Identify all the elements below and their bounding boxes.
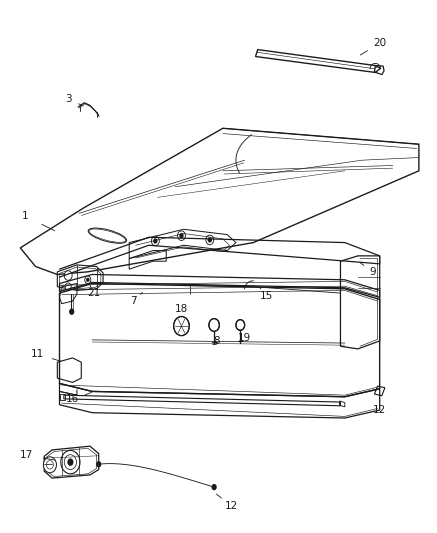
Text: 7: 7 <box>130 296 137 306</box>
Circle shape <box>69 309 74 315</box>
Circle shape <box>96 461 101 467</box>
Circle shape <box>173 317 189 336</box>
Circle shape <box>86 278 90 282</box>
Circle shape <box>67 458 73 466</box>
Circle shape <box>206 235 214 245</box>
Circle shape <box>151 236 159 246</box>
Text: 12: 12 <box>225 500 238 511</box>
Circle shape <box>177 231 185 240</box>
Text: 8: 8 <box>213 336 220 346</box>
Circle shape <box>64 271 72 280</box>
Circle shape <box>46 461 53 469</box>
Circle shape <box>65 283 71 290</box>
Text: 19: 19 <box>238 333 251 343</box>
Text: 17: 17 <box>20 450 34 460</box>
Circle shape <box>209 319 219 332</box>
Text: 1: 1 <box>21 211 28 221</box>
Circle shape <box>208 237 212 243</box>
Text: 12: 12 <box>373 405 386 415</box>
Circle shape <box>43 457 56 473</box>
Text: 18: 18 <box>175 304 188 314</box>
Circle shape <box>153 238 157 244</box>
Text: 3: 3 <box>65 94 72 104</box>
Text: 21: 21 <box>88 288 101 298</box>
Text: 16: 16 <box>66 394 79 405</box>
Circle shape <box>64 455 76 470</box>
Circle shape <box>179 233 184 238</box>
Text: 15: 15 <box>260 290 273 301</box>
Circle shape <box>61 450 80 474</box>
Text: 11: 11 <box>31 349 44 359</box>
Text: 20: 20 <box>373 38 386 48</box>
Circle shape <box>85 276 91 284</box>
Circle shape <box>212 484 217 490</box>
Text: 9: 9 <box>370 267 376 277</box>
Circle shape <box>236 320 245 330</box>
